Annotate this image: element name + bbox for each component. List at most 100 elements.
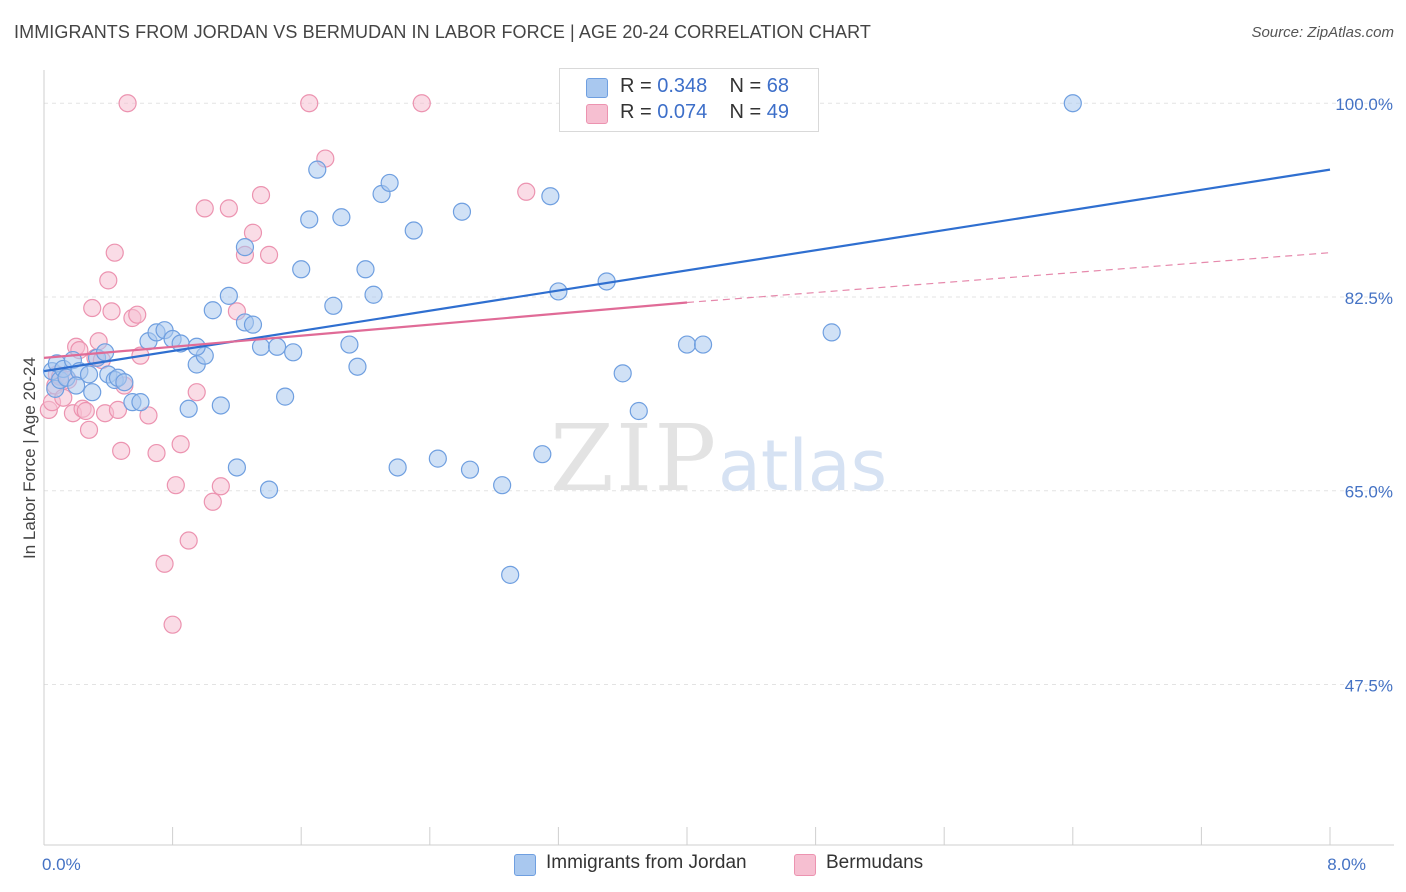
jordan-point <box>300 210 319 229</box>
bermudan-point <box>243 223 263 242</box>
jordan-point <box>115 373 134 392</box>
jordan-point <box>131 393 150 412</box>
bermudan-point <box>79 420 99 439</box>
x-tick-label: 8.0% <box>1327 855 1366 874</box>
bermudan-point <box>112 441 131 460</box>
jordan-point <box>493 476 512 495</box>
x-tick-labels: 0.0% 8.0% <box>42 855 1366 874</box>
source-label: Source: ZipAtlas.com <box>1251 24 1394 41</box>
bermudan-point <box>118 94 137 113</box>
bermudan-point <box>155 554 174 573</box>
jordan-point <box>388 458 407 477</box>
bermudan-point <box>147 443 166 463</box>
bermudan-point <box>517 182 536 201</box>
legend-swatch-bermudan <box>794 854 816 876</box>
bermudan-point <box>76 401 95 421</box>
bermudan-point <box>171 435 190 454</box>
jordan-trend-line <box>43 168 1331 373</box>
r-label: R = <box>620 101 658 123</box>
y-tick-label: 65.0% <box>1345 483 1393 502</box>
r-value-bermudan: 0.074 <box>657 101 708 123</box>
y-tick-label: 82.5% <box>1345 289 1393 308</box>
x-tick-label: 0.0% <box>42 855 81 874</box>
bermudan-point <box>195 199 214 218</box>
jordan-point <box>243 315 263 334</box>
jordan-point <box>332 208 351 227</box>
bermudan-point <box>187 383 206 402</box>
jordan-point <box>292 260 311 279</box>
jordan-point <box>452 202 472 221</box>
jordan-point <box>356 260 375 279</box>
jordan-point <box>501 565 520 584</box>
jordan-point <box>348 357 367 376</box>
jordan-point <box>693 335 713 354</box>
bermudan-point <box>300 94 319 113</box>
legend-label-jordan: Immigrants from Jordan <box>546 852 747 873</box>
jordan-point <box>227 458 246 477</box>
legend-swatch-jordan <box>514 854 536 876</box>
jordan-point <box>267 337 287 356</box>
bermudan-point <box>102 302 121 321</box>
jordan-point <box>235 238 255 257</box>
bermudan-point <box>83 298 102 318</box>
jordan-point <box>324 296 343 315</box>
jordan-point <box>203 301 222 320</box>
bermudan-point <box>105 243 124 262</box>
bermudan-point <box>219 199 238 218</box>
n-value-jordan: 68 <box>766 75 790 97</box>
bermudan-point <box>166 476 185 495</box>
bermudan-trend-line <box>43 301 688 359</box>
n-value-bermudan: 49 <box>766 101 790 123</box>
bermudan-point <box>259 245 279 264</box>
jordan-point <box>211 396 230 415</box>
bermudan-point <box>128 305 147 324</box>
legend-swatch-bermudan <box>586 104 608 124</box>
legend-text-jordan: R = 0.348 N = 68 <box>620 75 789 98</box>
n-label: N = <box>729 75 767 97</box>
jordan-point <box>83 383 102 402</box>
jordan-point <box>259 480 279 499</box>
bermudan-points <box>39 94 536 634</box>
bermudan-point <box>99 271 118 290</box>
jordan-point <box>79 365 99 384</box>
watermark-zip: ZIP <box>550 405 718 512</box>
y-tick-label: 47.5% <box>1345 676 1393 695</box>
jordan-point <box>179 399 198 418</box>
bermudan-point <box>108 400 128 419</box>
jordan-point <box>533 445 552 464</box>
trend-lines <box>43 168 1331 373</box>
jordan-point <box>380 173 399 193</box>
bermudan-point <box>139 406 158 425</box>
jordan-point <box>251 337 271 356</box>
jordan-point <box>428 449 447 468</box>
legend-text-bermudan: R = 0.074 N = 49 <box>620 101 789 124</box>
jordan-point <box>364 285 383 304</box>
jordan-point <box>541 187 560 206</box>
jordan-point <box>613 364 632 383</box>
series-legend: Immigrants from Jordan Bermudans <box>0 852 1406 878</box>
n-label: N = <box>729 101 767 123</box>
r-label: R = <box>620 75 658 97</box>
legend-label-bermudan: Bermudans <box>826 852 924 873</box>
jordan-point <box>340 335 359 354</box>
legend-swatch-jordan <box>586 78 608 98</box>
jordan-point <box>1063 94 1082 113</box>
correlation-legend: R = 0.348 N = 68 R = 0.074 N = 49 <box>559 68 819 132</box>
jordan-point <box>284 343 303 362</box>
jordan-point <box>276 387 295 406</box>
bermudan-point <box>179 531 198 550</box>
r-value-jordan: 0.348 <box>657 75 708 97</box>
bermudan-point <box>412 94 431 113</box>
jordan-point <box>67 376 86 395</box>
jordan-point <box>404 221 423 240</box>
jordan-point <box>822 323 841 342</box>
jordan-point <box>460 460 480 479</box>
jordan-point <box>677 335 697 354</box>
bermudan-point <box>163 615 182 634</box>
watermark-atlas: atlas <box>718 425 887 507</box>
jordan-points <box>42 94 1082 584</box>
bermudan-point <box>203 492 222 511</box>
jordan-point <box>629 401 648 421</box>
watermark: ZIP atlas <box>550 405 887 512</box>
